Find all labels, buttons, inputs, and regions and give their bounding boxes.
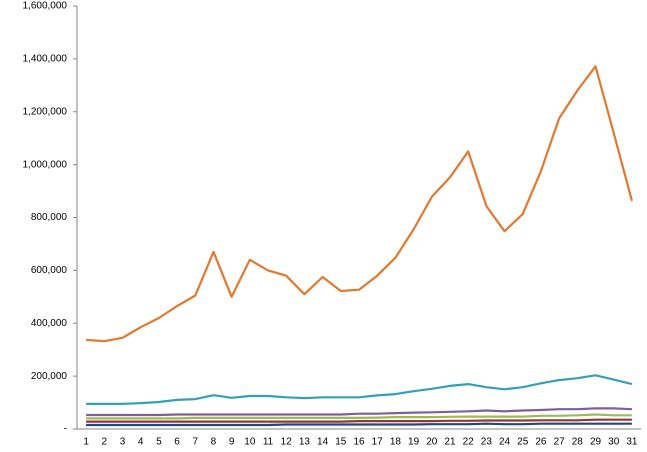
x-tick-label: 9 [229,437,235,448]
y-tick-label: 1,400,000 [23,54,68,65]
y-tick-label: 200,000 [31,371,68,382]
y-tick-label: - [64,424,67,435]
x-tick-label: 31 [626,437,638,448]
series-line [86,374,633,405]
x-tick-label: 16 [353,437,365,448]
x-tick-label: 28 [572,437,584,448]
series-line [86,65,633,343]
x-tick-label: 26 [535,437,547,448]
x-tick-label: 13 [299,437,311,448]
x-tick-label: 25 [517,437,529,448]
x-tick-label: 4 [138,437,144,448]
series-line [86,413,632,420]
y-tick-label: 400,000 [31,318,68,329]
x-tick-label: 14 [317,437,329,448]
x-tick-label: 6 [174,437,180,448]
y-tick-label: 1,000,000 [23,159,68,170]
x-tick-label: 17 [372,437,384,448]
x-tick-label: 10 [244,437,256,448]
x-tick-label: 27 [554,437,566,448]
y-tick-label: 1,200,000 [23,106,68,117]
series-line [86,407,632,417]
x-tick-label: 2 [102,437,108,448]
x-tick-label: 29 [590,437,602,448]
x-tick-label: 15 [335,437,347,448]
y-tick-label: 1,600,000 [23,1,68,12]
x-tick-label: 11 [263,437,274,448]
x-tick-label: 22 [463,437,475,448]
x-tick-label: 18 [390,437,402,448]
series-line [86,418,632,423]
y-tick-label: 600,000 [31,265,68,276]
x-tick-label: 21 [444,437,456,448]
x-tick-label: 1 [83,437,89,448]
x-tick-label: 19 [408,437,420,448]
series-line [86,422,632,427]
x-tick-label: 5 [156,437,162,448]
x-tick-label: 12 [281,437,293,448]
x-tick-label: 20 [426,437,438,448]
x-tick-label: 23 [481,437,493,448]
x-tick-label: 8 [211,437,217,448]
x-tick-label: 24 [499,437,511,448]
x-tick-label: 7 [192,437,198,448]
y-tick-label: 800,000 [31,212,68,223]
x-tick-label: 30 [608,437,620,448]
x-tick-label: 3 [120,437,126,448]
